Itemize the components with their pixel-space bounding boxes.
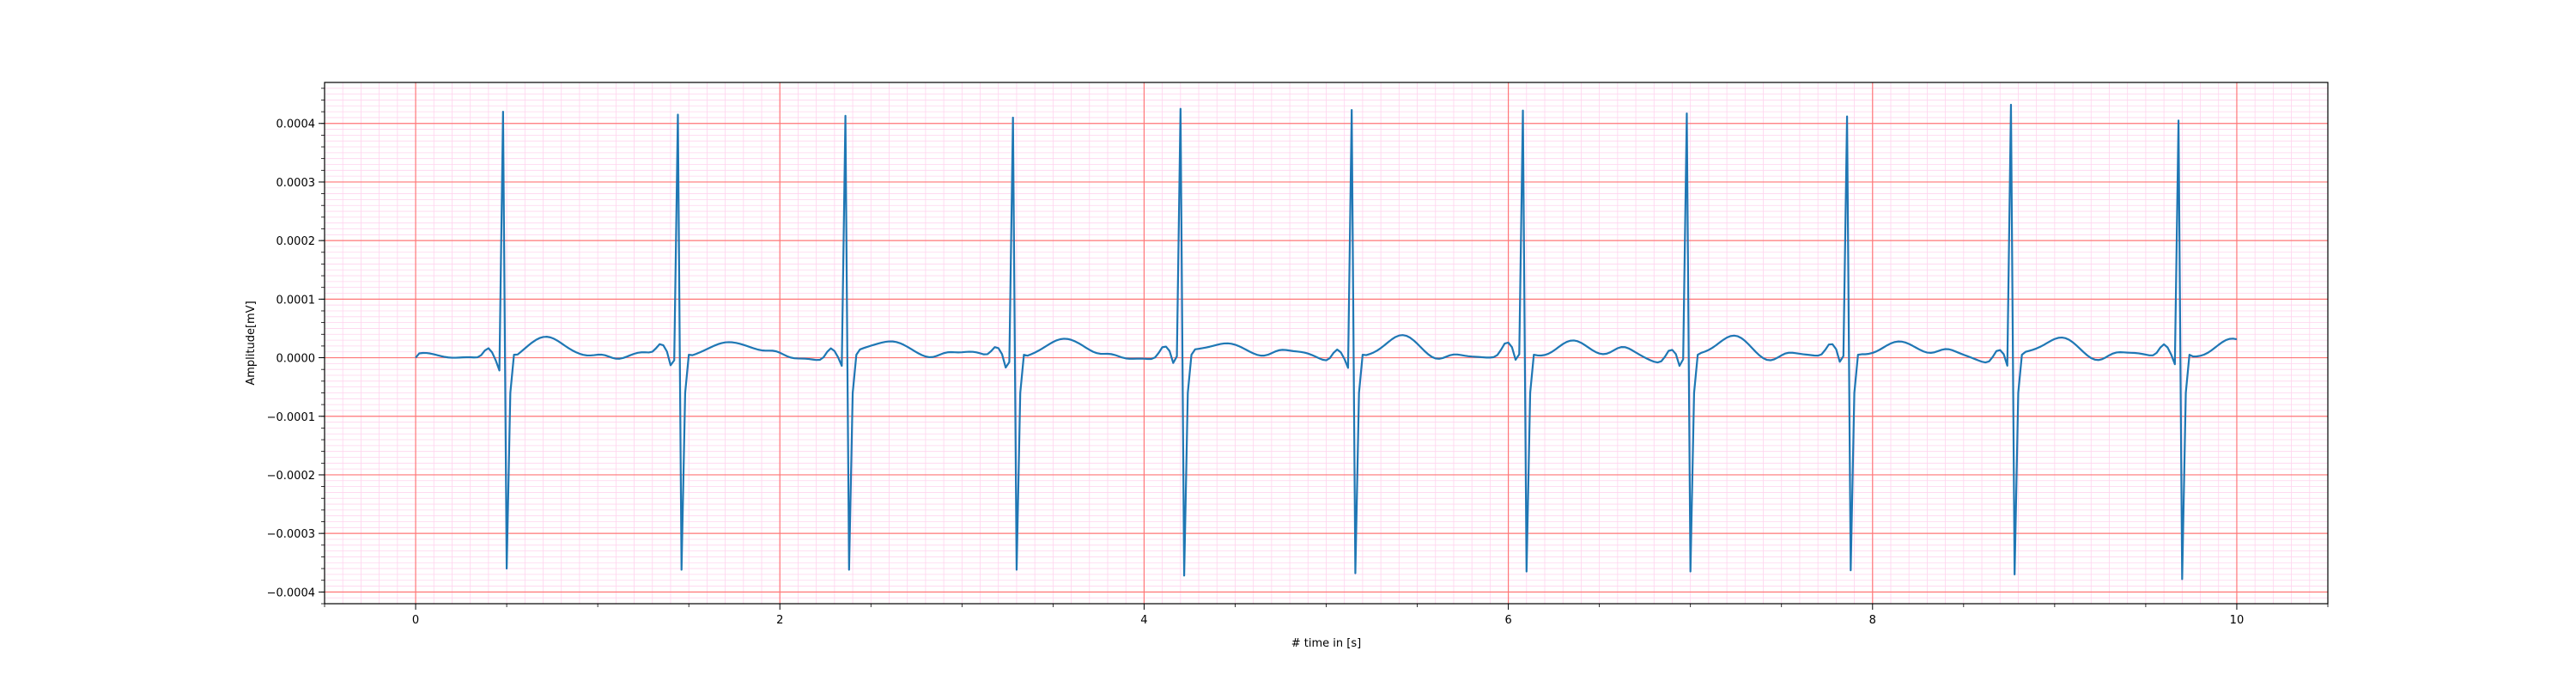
y-axis-label: Amplitude[mV] (245, 301, 258, 385)
major-grid (325, 82, 2328, 604)
x-axis-label: # time in [s] (1291, 637, 1361, 650)
ecg-line (415, 103, 2238, 581)
x-tick-label: 8 (1869, 614, 1876, 627)
x-tick-label: 4 (1140, 614, 1147, 627)
y-tick-label: 0.0004 (276, 119, 316, 131)
y-tick-label: −0.0004 (267, 587, 315, 599)
x-tick-label: 0 (412, 614, 419, 627)
y-tick-label: 0.0000 (276, 353, 316, 366)
y-tick-label: −0.0002 (267, 470, 315, 483)
x-axis: 0 2 4 6 8 10 (324, 604, 2329, 627)
x-tick-label: 2 (776, 614, 783, 627)
y-tick-label: −0.0003 (267, 528, 315, 541)
y-tick-label: 0.0001 (276, 294, 316, 307)
y-tick-label: −0.0001 (267, 411, 315, 424)
y-tick-label: 0.0003 (276, 177, 316, 190)
y-tick-label: 0.0002 (276, 235, 316, 248)
x-tick-label: 6 (1504, 614, 1511, 627)
ecg-series (415, 103, 2238, 581)
x-tick-label: 10 (2230, 614, 2245, 627)
y-axis: −0.0004 −0.0003 −0.0002 −0.0001 0.0000 0.0001… (267, 88, 325, 605)
